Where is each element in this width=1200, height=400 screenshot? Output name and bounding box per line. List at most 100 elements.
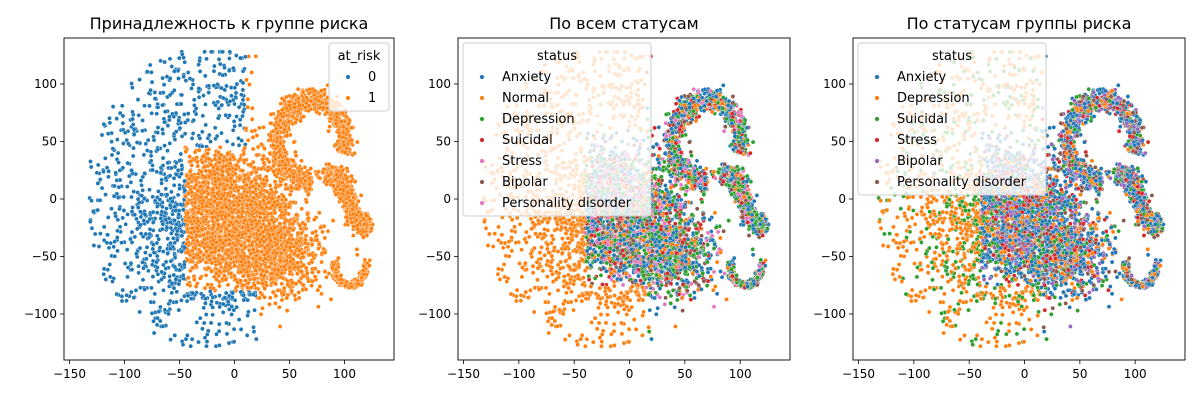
data-point	[218, 145, 222, 149]
data-point	[221, 241, 225, 245]
data-point	[277, 305, 281, 309]
data-point	[294, 154, 298, 158]
data-point	[313, 275, 317, 279]
data-point	[207, 254, 211, 258]
data-point	[203, 175, 207, 179]
data-point	[165, 149, 169, 153]
data-point	[198, 259, 202, 263]
data-point	[261, 230, 265, 234]
data-point	[269, 112, 273, 116]
data-point	[183, 188, 187, 192]
data-point	[335, 173, 339, 177]
data-point	[291, 158, 295, 162]
data-point	[273, 301, 277, 305]
data-point	[228, 161, 232, 165]
data-point	[156, 189, 160, 193]
data-point	[239, 260, 243, 264]
data-point	[306, 212, 310, 216]
data-point	[200, 228, 204, 232]
data-point	[169, 190, 173, 194]
data-point	[282, 99, 286, 103]
data-point	[268, 151, 272, 155]
data-point	[186, 201, 190, 205]
data-point	[303, 179, 307, 183]
data-point	[104, 193, 108, 197]
data-point	[143, 251, 147, 255]
data-point	[260, 306, 264, 310]
data-point	[159, 193, 163, 197]
data-point	[291, 181, 295, 185]
data-point	[279, 141, 283, 145]
data-point	[109, 207, 113, 211]
data-point	[216, 223, 220, 227]
data-point	[189, 86, 193, 90]
data-point	[219, 197, 223, 201]
data-point	[279, 102, 283, 106]
data-point	[196, 188, 200, 192]
data-point	[204, 260, 208, 264]
data-point	[265, 251, 269, 255]
data-point	[246, 229, 250, 233]
data-point	[191, 215, 195, 219]
data-point	[178, 187, 182, 191]
data-point	[288, 245, 292, 249]
data-point	[263, 295, 267, 299]
data-point	[288, 260, 292, 264]
data-point	[318, 176, 322, 180]
data-point	[264, 270, 268, 274]
data-point	[335, 274, 339, 278]
data-point	[280, 271, 284, 275]
data-point	[246, 138, 250, 142]
data-point	[276, 288, 280, 292]
data-point	[329, 117, 333, 121]
data-point	[261, 182, 265, 186]
data-point	[166, 237, 170, 241]
data-point	[316, 170, 320, 174]
data-point	[249, 162, 253, 166]
data-point	[232, 194, 236, 198]
data-point	[210, 261, 214, 265]
data-point	[297, 290, 301, 294]
data-point	[277, 168, 281, 172]
data-point	[344, 210, 348, 214]
data-point	[151, 275, 155, 279]
data-point	[355, 247, 359, 251]
data-point	[227, 56, 231, 60]
data-point	[268, 233, 272, 237]
data-point	[226, 283, 230, 287]
data-point	[165, 193, 169, 197]
data-point	[307, 176, 311, 180]
data-point	[310, 284, 314, 288]
data-point	[299, 231, 303, 235]
data-point	[255, 153, 259, 157]
data-point	[265, 205, 269, 209]
data-point	[258, 257, 262, 261]
data-point	[284, 198, 288, 202]
data-point	[159, 171, 163, 175]
data-point	[160, 181, 164, 185]
data-point	[242, 158, 246, 162]
data-point	[272, 143, 276, 147]
data-point	[259, 142, 263, 146]
data-point	[263, 256, 267, 260]
data-point	[226, 191, 230, 195]
data-point	[263, 216, 267, 220]
data-point	[202, 253, 206, 257]
data-point	[344, 201, 348, 205]
data-point	[208, 202, 212, 206]
data-point	[174, 209, 178, 213]
data-point	[255, 222, 259, 226]
data-point	[305, 200, 309, 204]
data-point	[316, 288, 320, 292]
data-point	[179, 172, 183, 176]
data-point	[180, 250, 184, 254]
data-point	[250, 219, 254, 223]
data-point	[263, 287, 267, 291]
data-point	[350, 220, 354, 224]
data-point	[349, 174, 353, 178]
data-point	[260, 281, 264, 285]
data-point	[235, 164, 239, 168]
data-point	[209, 269, 213, 273]
data-point	[352, 196, 356, 200]
data-point	[299, 159, 303, 163]
